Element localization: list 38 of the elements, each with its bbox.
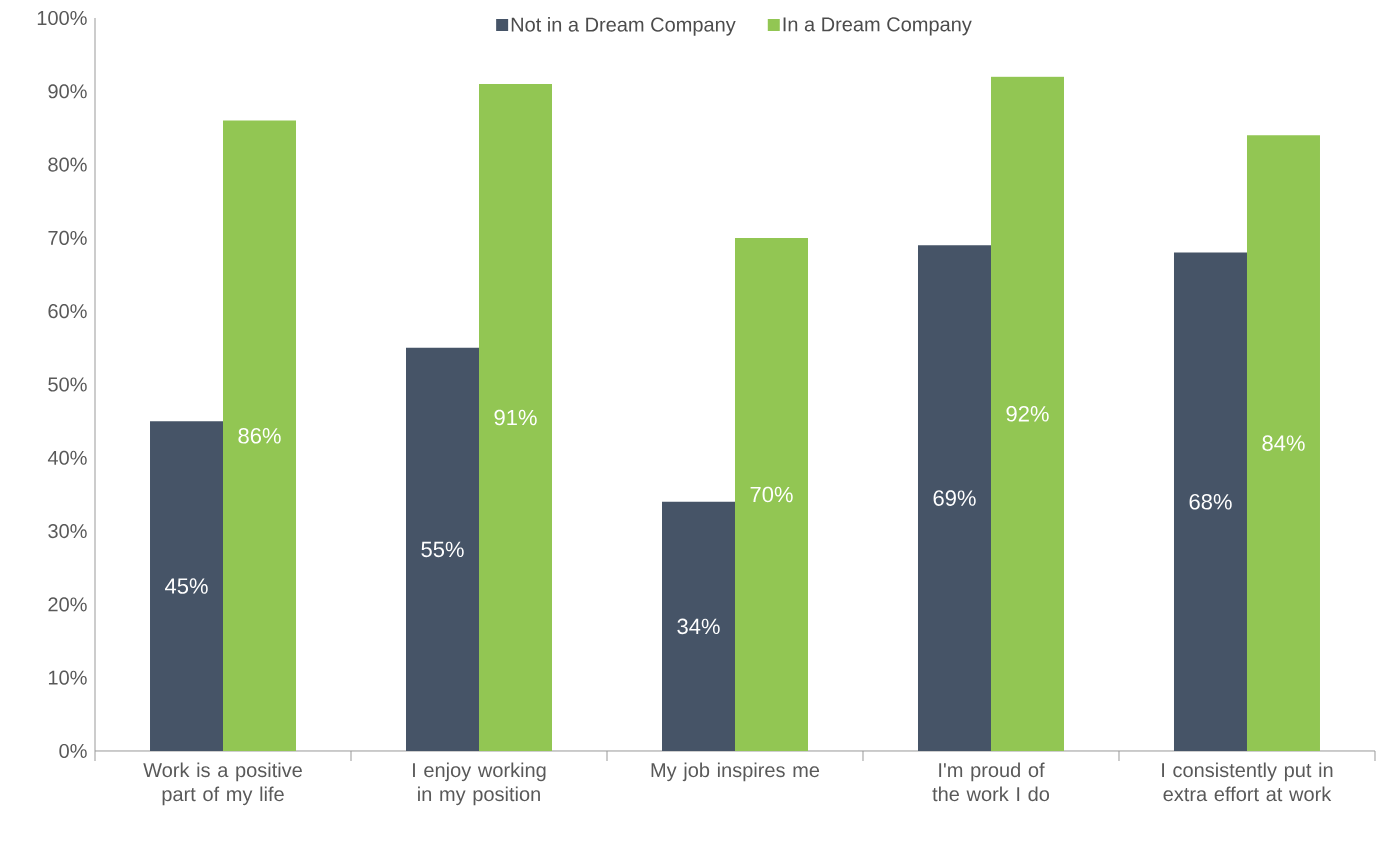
legend-label: In a Dream Company xyxy=(783,17,972,36)
y-tick-label: 60% xyxy=(48,304,87,319)
x-tick-label: I consistently put in extra effort at work xyxy=(1162,762,1333,802)
y-tick-label: 0% xyxy=(59,743,87,759)
x-tick-label: Work is a positive part of my life xyxy=(143,762,302,806)
data-label: 86% xyxy=(238,428,281,444)
bar xyxy=(1246,135,1320,751)
y-tick-label: 10% xyxy=(48,670,87,685)
y-tick-label: 30% xyxy=(48,524,87,539)
data-label: 69% xyxy=(933,490,976,506)
data-label: 92% xyxy=(1006,406,1049,422)
y-tick-label: 90% xyxy=(48,84,87,99)
legend-label: Not in a Dream Company xyxy=(511,16,736,36)
data-label: 45% xyxy=(165,578,208,594)
y-tick-label: 20% xyxy=(48,597,87,612)
bar xyxy=(406,347,479,751)
data-label: 68% xyxy=(1189,493,1232,510)
y-tick-label: 70% xyxy=(48,230,87,245)
x-tick-label: I enjoy working in my position xyxy=(413,762,546,806)
y-tick-label: 80% xyxy=(48,157,87,172)
bar xyxy=(735,237,808,751)
bar xyxy=(150,421,224,751)
y-tick-label: 100% xyxy=(37,10,87,26)
bar xyxy=(990,76,1064,751)
data-label: 84% xyxy=(1262,435,1305,451)
bar xyxy=(662,501,735,751)
data-label: 34% xyxy=(677,618,720,635)
x-tick-label: I'm proud of the work I do xyxy=(932,762,1050,802)
data-label: 91% xyxy=(494,409,537,426)
bar xyxy=(918,245,991,751)
y-tick-label: 50% xyxy=(48,377,87,392)
data-label: 55% xyxy=(421,541,464,558)
y-tick-label: 40% xyxy=(47,450,87,465)
bar xyxy=(479,83,553,751)
bar xyxy=(223,120,297,751)
x-tick-label: My job inspires me xyxy=(651,762,820,782)
data-label: 70% xyxy=(750,486,793,503)
bar xyxy=(1173,252,1247,751)
